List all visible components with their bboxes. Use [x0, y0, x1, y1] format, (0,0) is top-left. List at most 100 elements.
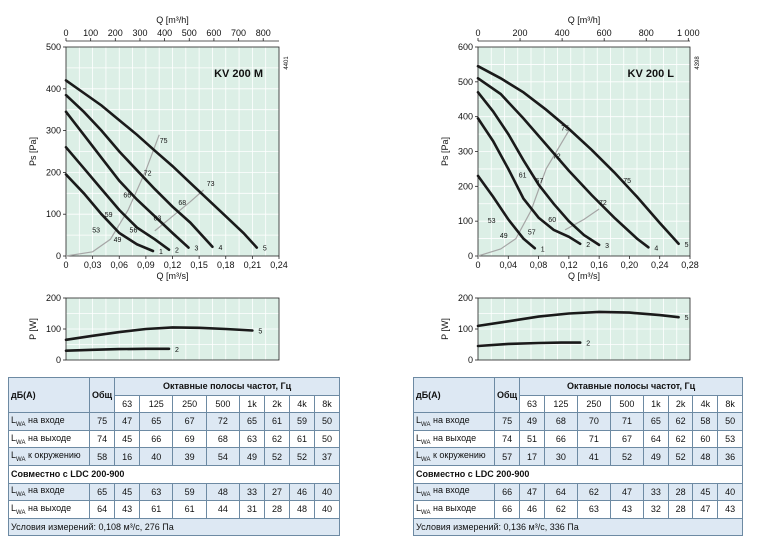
curve-annotation: 72	[144, 170, 152, 177]
x-tick-label: 0,12	[164, 260, 182, 270]
curve-annotation: 67	[535, 178, 543, 185]
table-bands-row: 63 125 250 500 1k 2k 4k 8k	[9, 394, 341, 414]
x-tick-label: 0,24	[651, 260, 669, 270]
y-tick-label: 200	[46, 167, 61, 177]
y-axis-label: Ps [Pa]	[28, 137, 38, 166]
row-value: 48	[205, 482, 241, 502]
x-axis-label: Q [m³/s]	[157, 271, 189, 281]
row-value: 58	[692, 412, 719, 431]
series-curve-5	[64, 79, 259, 249]
row-value: 68	[543, 412, 578, 431]
row-label: LWA на входе	[413, 482, 495, 502]
row-value: 43	[717, 500, 743, 519]
row-value: 61	[139, 500, 174, 519]
band-label: 125	[139, 394, 174, 414]
x-tick-label: 0,03	[84, 260, 102, 270]
series-label-3: 3	[194, 246, 198, 253]
y-tick-label: 100	[458, 216, 473, 226]
band-label: 500	[609, 394, 644, 414]
curve-annotation: 73	[207, 181, 215, 188]
chart-code: 4401	[284, 56, 290, 70]
table-row: LWA на выходе 66 46 62 63 43 32 28 47 43	[413, 500, 743, 519]
row-value: 37	[313, 447, 341, 466]
row-label: LWA к окружению	[8, 447, 90, 466]
row-value: 28	[667, 482, 694, 502]
row-label: LWA на выходе	[413, 500, 495, 519]
row-value: 47	[692, 500, 719, 519]
series-curve-2	[476, 117, 582, 246]
curve-annotation: 59	[105, 212, 113, 219]
row-value: 46	[519, 500, 545, 519]
curve-annotation: 53	[92, 228, 100, 235]
row-value: 40	[313, 500, 341, 519]
table-row: LWA к окружению 58 16 40 39 54 49 52 52 37	[8, 447, 341, 466]
series-label-5: 5	[263, 246, 267, 253]
series-curve-5	[476, 64, 680, 246]
curve-annotation: 75	[561, 126, 569, 133]
curve-annotation: 63	[154, 215, 162, 222]
row-value: 16	[114, 447, 141, 466]
row-value: 36	[717, 447, 743, 466]
header-total-label: Общ	[88, 376, 116, 414]
row-value: 69	[172, 429, 207, 449]
band-label: 125	[543, 394, 578, 414]
y-tick-label: 200	[458, 181, 473, 191]
curve-annotation: 66	[123, 192, 131, 199]
x-tick-label: 0,20	[621, 260, 639, 270]
band-label: 250	[576, 394, 611, 414]
x2-tick-label: 0	[63, 28, 68, 38]
band-label: 500	[205, 394, 241, 414]
x2-tick-label: 200	[513, 28, 528, 38]
header-db-label: дБ(А)	[413, 376, 495, 414]
x-tick-label: 0	[63, 260, 68, 270]
series-label-2: 2	[175, 347, 179, 354]
x-axis-label: Q [m³/s]	[568, 271, 600, 281]
curve-annotation: 53	[488, 218, 496, 225]
band-label: 250	[172, 394, 207, 414]
row-value: 63	[576, 500, 611, 519]
curve-annotation: 72	[553, 153, 561, 160]
row-label: LWA на выходе	[8, 429, 90, 449]
table-section-row: Совместно с LDC 200-900	[413, 464, 743, 484]
row-value: 45	[114, 482, 141, 502]
row-total: 66	[493, 500, 521, 519]
curve-annotation: 68	[178, 200, 186, 207]
row-label: LWA на выходе	[8, 500, 90, 519]
table-row: LWA на входе 75 47 65 67 72 65 61 59 50	[8, 412, 341, 431]
section-title: Совместно с LDC 200-900	[413, 464, 743, 484]
x-tick-label: 0,21	[244, 260, 262, 270]
band-label: 2k	[264, 394, 290, 414]
row-value: 50	[717, 412, 743, 431]
series-label-1: 1	[541, 246, 545, 253]
chart-kv200m-pressure: 0 100 200 300 400 500 Ps [Pa] 0 0,03 0,06 0,09 0,12…	[28, 15, 290, 281]
row-value: 31	[239, 500, 266, 519]
table-header-row: дБ(А) Общ Октавные полосы частот, Гц	[8, 376, 340, 414]
row-value: 71	[576, 429, 611, 449]
row-value: 49	[642, 447, 669, 466]
row-value: 59	[172, 482, 207, 502]
x2-tick-label: 700	[231, 28, 246, 38]
sound-table-kv200m: дБ(А) Общ Октавные полосы частот, Гц 63 125 2…	[8, 376, 341, 537]
row-value: 65	[239, 412, 266, 431]
row-value: 33	[642, 482, 669, 502]
row-value: 61	[264, 412, 290, 431]
row-value: 30	[543, 447, 578, 466]
y-tick-label: 0	[468, 251, 473, 261]
row-value: 47	[114, 412, 141, 431]
band-label: 63	[519, 394, 545, 414]
curve-annotation: 61	[519, 173, 527, 180]
row-value: 52	[667, 447, 694, 466]
y-tick-label: 400	[458, 112, 473, 122]
row-value: 49	[519, 412, 545, 431]
x2-tick-label: 800	[256, 28, 271, 38]
row-value: 40	[139, 447, 174, 466]
row-value: 66	[543, 429, 578, 449]
band-label: 2k	[667, 394, 694, 414]
row-total: 58	[88, 447, 116, 466]
series-label-5: 5	[258, 329, 262, 336]
row-value: 33	[239, 482, 266, 502]
x2-tick-label: 600	[206, 28, 221, 38]
row-value: 50	[313, 412, 341, 431]
row-value: 46	[289, 482, 315, 502]
